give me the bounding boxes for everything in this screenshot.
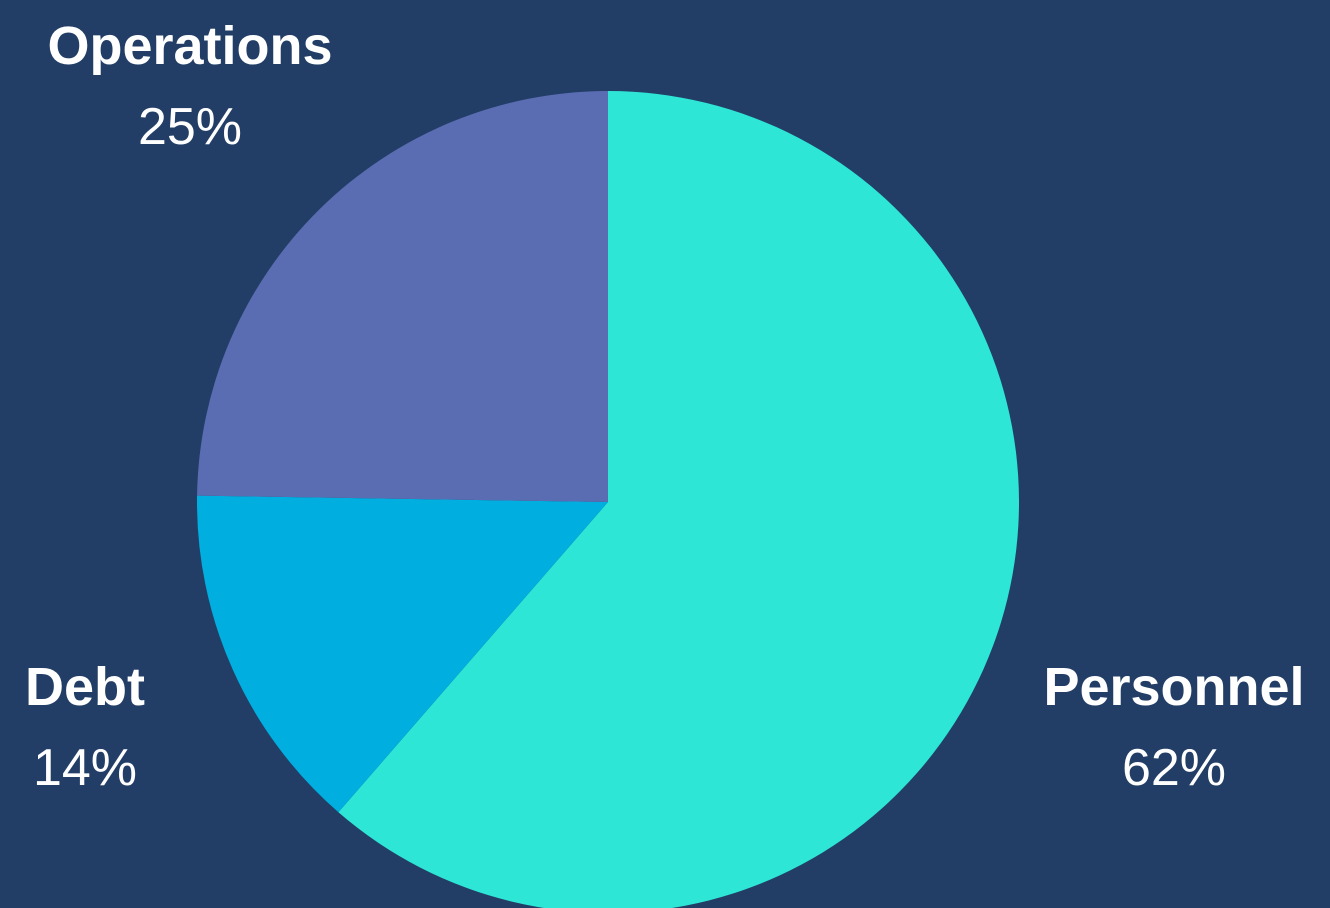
slice-label-operations: Operations 25% xyxy=(20,19,360,153)
slice-name-operations: Operations xyxy=(47,16,333,76)
slice-name-debt: Debt xyxy=(25,657,145,717)
slice-percent-operations: 25% xyxy=(137,98,243,156)
slice-label-debt: Debt 14% xyxy=(0,660,170,794)
slice-label-personnel: Personnel 62% xyxy=(1020,660,1328,794)
pie-slice-personnel xyxy=(338,91,1019,908)
pie-slice-operations xyxy=(197,91,609,502)
slice-name-personnel: Personnel xyxy=(1043,657,1305,717)
slice-percent-debt: 14% xyxy=(32,739,138,797)
pie-slice-debt xyxy=(197,495,609,813)
slice-percent-personnel: 62% xyxy=(1121,739,1227,797)
